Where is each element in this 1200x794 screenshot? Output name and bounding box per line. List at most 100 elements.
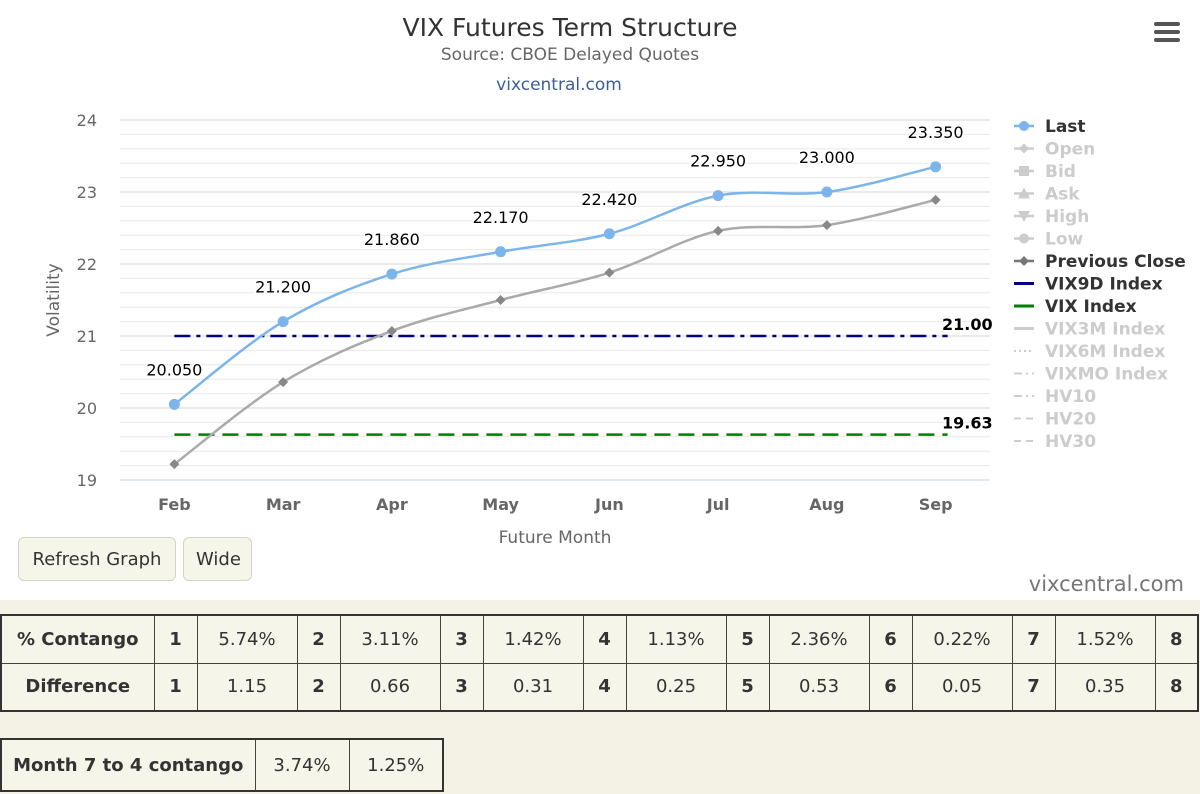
month-number-cell: 4 xyxy=(582,662,627,712)
legend-item[interactable]: High xyxy=(1014,207,1089,227)
legend-label: Bid xyxy=(1045,162,1076,182)
legend-item[interactable]: Previous Close xyxy=(1014,252,1186,272)
last-data-label: 21.860 xyxy=(364,230,420,249)
legend-item[interactable]: HV10 xyxy=(1014,387,1096,407)
previous-close-point[interactable] xyxy=(713,225,724,236)
legend-item[interactable]: VIX Index xyxy=(1014,297,1137,317)
legend-symbol-marker xyxy=(1019,143,1029,154)
value-cell: 0.53 xyxy=(768,662,870,712)
month-number-cell: 3 xyxy=(439,662,484,712)
value-cell: 3.11% xyxy=(339,614,441,664)
y-tick-label: 19 xyxy=(77,471,97,490)
x-tick-label: Jun xyxy=(594,495,624,514)
last-data-label: 22.950 xyxy=(690,152,746,171)
month-number-cell: 5 xyxy=(725,614,770,664)
term-structure-chart: VIX Futures Term Structure Source: CBOE … xyxy=(44,13,1186,548)
legend-label: VIXMO Index xyxy=(1045,365,1168,385)
month-number-cell: 8 xyxy=(1154,614,1199,664)
x-axis: Feb Mar Apr May Jun Jul Aug Sep xyxy=(158,495,952,514)
value-cell: 1.15 xyxy=(196,662,298,712)
value-cell: 0.25 xyxy=(625,662,727,712)
month-number-cell: 7 xyxy=(1011,614,1056,664)
month-number-cell: 1 xyxy=(153,614,198,664)
legend-label: Ask xyxy=(1045,185,1080,205)
legend-item[interactable]: Bid xyxy=(1014,162,1076,182)
previous-close-point[interactable] xyxy=(169,459,180,470)
value-cell: 0.31 xyxy=(482,662,584,712)
month-number-cell: 6 xyxy=(868,662,913,712)
legend-label: HV10 xyxy=(1045,387,1096,407)
legend-symbol-marker xyxy=(1019,233,1029,244)
value-cell: 0.35 xyxy=(1054,662,1156,712)
legend-label: Previous Close xyxy=(1045,252,1186,272)
value-cell: 5.74% xyxy=(196,614,298,664)
legend-symbol-marker xyxy=(1018,211,1030,222)
legend-item[interactable]: Low xyxy=(1014,230,1084,250)
legend-label: High xyxy=(1045,207,1089,227)
x-tick-label: May xyxy=(482,495,519,514)
value-cell: 1.13% xyxy=(625,614,727,664)
last-point[interactable] xyxy=(168,398,180,410)
contango-table: % Contango 1 5.74% 2 3.11% 3 1.42% 4 1.13% 5 2.36%… xyxy=(0,614,1199,712)
value-cell: 2.36% xyxy=(768,614,870,664)
month-number-cell: 5 xyxy=(725,662,770,712)
legend-item[interactable]: HV30 xyxy=(1014,432,1096,452)
last-point[interactable] xyxy=(821,186,833,198)
last-point[interactable] xyxy=(386,268,398,280)
x-tick-label: Feb xyxy=(158,495,191,514)
legend-item[interactable]: HV20 xyxy=(1014,410,1096,430)
previous-close-point[interactable] xyxy=(604,267,615,278)
refresh-graph-button[interactable]: Refresh Graph xyxy=(18,537,176,581)
row-label: % Contango xyxy=(0,614,155,664)
legend-label: VIX3M Index xyxy=(1045,320,1165,340)
last-data-label: 20.050 xyxy=(146,360,202,379)
legend-item[interactable]: VIXMO Index xyxy=(1014,365,1168,385)
last-point[interactable] xyxy=(277,316,289,328)
x-tick-label: Jul xyxy=(706,495,730,514)
previous-close-point[interactable] xyxy=(278,377,289,388)
legend-label: Last xyxy=(1045,117,1086,137)
vix9d-index-label: 21.00 xyxy=(942,315,993,334)
month-number-cell: 8 xyxy=(1154,662,1199,712)
y-tick-label: 24 xyxy=(77,111,97,130)
value-cell: 0.05 xyxy=(911,662,1013,712)
legend-label: Low xyxy=(1045,230,1084,250)
last-data-label: 23.350 xyxy=(908,123,964,142)
previous-close-point[interactable] xyxy=(821,220,832,231)
legend-item[interactable]: Last xyxy=(1014,117,1086,137)
previous-close-point[interactable] xyxy=(386,325,397,336)
legend-item[interactable]: VIX6M Index xyxy=(1014,342,1165,362)
previous-close-point[interactable] xyxy=(495,295,506,305)
previous-close-point[interactable] xyxy=(930,194,941,205)
legend-item[interactable]: Open xyxy=(1014,140,1095,160)
month-number-cell: 7 xyxy=(1011,662,1056,712)
hamburger-menu-icon[interactable] xyxy=(1150,18,1184,48)
month-number-cell: 6 xyxy=(868,614,913,664)
last-data-label: 23.000 xyxy=(799,148,855,167)
last-data-label: 21.200 xyxy=(255,278,311,297)
last-point[interactable] xyxy=(712,190,724,202)
value-cell: 0.22% xyxy=(911,614,1013,664)
table-row: % Contango 1 5.74% 2 3.11% 3 1.42% 4 1.13% 5 2.36%… xyxy=(0,614,1199,664)
chart-source-link[interactable]: vixcentral.com xyxy=(496,75,622,95)
x-axis-title: Future Month xyxy=(499,528,612,548)
x-tick-label: Sep xyxy=(919,495,953,514)
legend-item[interactable]: Ask xyxy=(1014,185,1080,205)
legend-label: Open xyxy=(1045,140,1095,160)
legend-label: HV20 xyxy=(1045,410,1096,430)
last-point[interactable] xyxy=(603,228,615,240)
last-point[interactable] xyxy=(495,246,507,258)
x-tick-label: Apr xyxy=(376,495,408,514)
y-tick-label: 23 xyxy=(77,183,97,202)
last-point[interactable] xyxy=(930,161,942,173)
legend-item[interactable]: VIX9D Index xyxy=(1014,275,1163,295)
legend-symbol-marker xyxy=(1019,121,1029,131)
month-number-cell: 2 xyxy=(296,662,341,712)
legend-item[interactable]: VIX3M Index xyxy=(1014,320,1165,340)
chart-subtitle: Source: CBOE Delayed Quotes xyxy=(441,45,699,65)
wide-button[interactable]: Wide xyxy=(183,537,252,581)
y-axis: 19 20 21 22 23 24 xyxy=(77,111,97,490)
series-layer: 21.00 19.63 20.050 21.200 21.860 22.170 22.420… xyxy=(145,121,994,470)
x-tick-label: Aug xyxy=(809,495,844,514)
